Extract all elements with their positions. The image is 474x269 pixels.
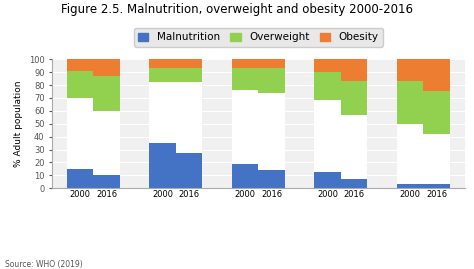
Bar (176, 153, 202, 188)
Bar (258, 59, 285, 68)
Bar (67, 169, 93, 188)
Bar (93, 59, 120, 76)
Bar (314, 172, 341, 188)
Bar (149, 59, 176, 68)
Bar (341, 81, 367, 115)
Bar (397, 81, 423, 124)
Bar (67, 98, 93, 169)
Bar (149, 68, 176, 82)
Bar (423, 134, 450, 185)
Bar (314, 59, 341, 72)
Bar (423, 59, 450, 91)
Bar (423, 91, 450, 134)
Text: Figure 2.5. Malnutrition, overweight and obesity 2000-2016: Figure 2.5. Malnutrition, overweight and… (61, 3, 413, 16)
Bar (232, 68, 258, 90)
Bar (258, 170, 285, 188)
Bar (341, 115, 367, 179)
Text: Source: WHO (2019): Source: WHO (2019) (5, 260, 82, 269)
Bar (93, 111, 120, 175)
Bar (93, 76, 120, 111)
Bar (341, 179, 367, 188)
Bar (149, 82, 176, 143)
Bar (341, 59, 367, 81)
Legend: Malnutrition, Overweight, Obesity: Malnutrition, Overweight, Obesity (134, 28, 383, 47)
Bar (397, 59, 423, 81)
Bar (176, 68, 202, 82)
Bar (258, 93, 285, 170)
Bar (397, 185, 423, 188)
Y-axis label: % Adult population: % Adult population (14, 80, 23, 167)
Bar (232, 59, 258, 68)
Bar (232, 90, 258, 164)
Bar (423, 185, 450, 188)
Bar (232, 164, 258, 188)
Bar (314, 101, 341, 172)
Bar (314, 72, 341, 101)
Bar (67, 71, 93, 98)
Bar (176, 59, 202, 68)
Bar (93, 175, 120, 188)
Bar (67, 59, 93, 71)
Bar (176, 82, 202, 153)
Bar (397, 124, 423, 185)
Bar (149, 143, 176, 188)
Bar (258, 68, 285, 93)
